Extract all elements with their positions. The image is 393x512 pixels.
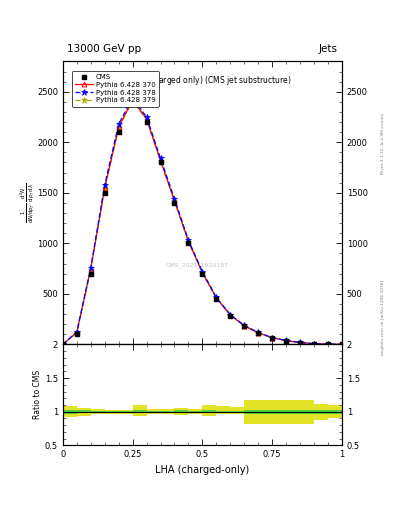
Pythia 6.428 379 <box>186 239 191 245</box>
Pythia 6.428 379 <box>284 337 288 344</box>
CMS <box>340 342 344 348</box>
Pythia 6.428 379 <box>298 339 303 346</box>
CMS <box>214 296 219 302</box>
Pythia 6.428 379 <box>61 342 65 348</box>
Pythia 6.428 379 <box>214 295 219 302</box>
Pythia 6.428 378 <box>242 323 247 329</box>
Pythia 6.428 378 <box>116 121 121 127</box>
CMS <box>75 331 79 337</box>
Pythia 6.428 378 <box>172 196 177 202</box>
Legend: CMS, Pythia 6.428 370, Pythia 6.428 378, Pythia 6.428 379: CMS, Pythia 6.428 370, Pythia 6.428 378,… <box>72 71 159 106</box>
Pythia 6.428 378 <box>102 182 107 188</box>
Pythia 6.428 378 <box>340 341 344 347</box>
Pythia 6.428 370 <box>312 340 316 347</box>
Pythia 6.428 370 <box>200 269 205 275</box>
Pythia 6.428 370 <box>144 116 149 122</box>
Pythia 6.428 378 <box>200 269 205 275</box>
Pythia 6.428 378 <box>130 95 135 101</box>
Pythia 6.428 370 <box>228 312 233 318</box>
CMS <box>200 270 205 276</box>
Pythia 6.428 378 <box>256 329 261 335</box>
Pythia 6.428 379 <box>158 158 163 164</box>
Pythia 6.428 370 <box>102 185 107 191</box>
Pythia 6.428 379 <box>116 125 121 131</box>
Pythia 6.428 378 <box>144 114 149 120</box>
Text: Rivet 3.1.10, ≥ 2.9M events: Rivet 3.1.10, ≥ 2.9M events <box>381 113 385 174</box>
Pythia 6.428 370 <box>326 341 331 347</box>
Pythia 6.428 379 <box>270 335 275 341</box>
Pythia 6.428 370 <box>270 335 275 341</box>
Pythia 6.428 370 <box>186 238 191 244</box>
CMS <box>228 313 233 319</box>
Pythia 6.428 378 <box>75 329 79 335</box>
Pythia 6.428 379 <box>102 186 107 192</box>
Pythia 6.428 378 <box>326 341 331 347</box>
Pythia 6.428 370 <box>158 157 163 163</box>
Pythia 6.428 378 <box>88 265 93 271</box>
Pythia 6.428 379 <box>75 330 79 336</box>
CMS <box>102 190 107 196</box>
Pythia 6.428 379 <box>200 270 205 276</box>
Pythia 6.428 379 <box>88 267 93 273</box>
Text: CMS_2021_1920187: CMS_2021_1920187 <box>165 262 228 268</box>
Pythia 6.428 378 <box>186 237 191 243</box>
Pythia 6.428 370 <box>340 342 344 348</box>
Pythia 6.428 370 <box>242 323 247 329</box>
CMS <box>284 338 288 344</box>
Pythia 6.428 370 <box>172 198 177 204</box>
Text: mcplots.cern.ch [arXiv:1306.3436]: mcplots.cern.ch [arXiv:1306.3436] <box>381 280 385 355</box>
Line: Pythia 6.428 370: Pythia 6.428 370 <box>61 97 344 347</box>
Pythia 6.428 378 <box>214 294 219 301</box>
CMS <box>158 159 163 165</box>
Y-axis label: Ratio to CMS: Ratio to CMS <box>33 370 42 419</box>
Pythia 6.428 379 <box>312 340 316 347</box>
Pythia 6.428 378 <box>312 340 316 347</box>
Pythia 6.428 370 <box>61 342 65 348</box>
Text: LHA $\lambda^1_{0.5}$ (charged only) (CMS jet substructure): LHA $\lambda^1_{0.5}$ (charged only) (CM… <box>113 73 292 88</box>
CMS <box>116 129 121 135</box>
Pythia 6.428 379 <box>130 98 135 104</box>
Pythia 6.428 370 <box>130 97 135 103</box>
Pythia 6.428 378 <box>61 342 65 348</box>
CMS <box>270 335 275 342</box>
Text: 13000 GeV pp: 13000 GeV pp <box>67 44 141 54</box>
Pythia 6.428 379 <box>228 312 233 318</box>
Pythia 6.428 378 <box>284 337 288 344</box>
CMS <box>88 270 93 276</box>
Pythia 6.428 379 <box>144 117 149 123</box>
Pythia 6.428 370 <box>88 266 93 272</box>
Y-axis label: $\frac{1}{\mathrm{d}N/\mathrm{d}p_T}\ \frac{\mathrm{d}^2 N}{\mathrm{d}p_T\,\math: $\frac{1}{\mathrm{d}N/\mathrm{d}p_T}\ \f… <box>18 183 36 223</box>
Pythia 6.428 378 <box>158 155 163 161</box>
Pythia 6.428 379 <box>340 342 344 348</box>
Line: CMS: CMS <box>61 99 344 347</box>
Pythia 6.428 379 <box>256 330 261 336</box>
Pythia 6.428 370 <box>284 337 288 344</box>
Pythia 6.428 370 <box>116 124 121 130</box>
Text: Jets: Jets <box>319 44 338 54</box>
Pythia 6.428 379 <box>326 341 331 347</box>
Pythia 6.428 370 <box>256 330 261 336</box>
CMS <box>256 330 261 336</box>
Pythia 6.428 370 <box>75 329 79 335</box>
X-axis label: LHA (charged-only): LHA (charged-only) <box>155 465 250 475</box>
Pythia 6.428 378 <box>228 311 233 317</box>
Line: Pythia 6.428 378: Pythia 6.428 378 <box>60 95 345 348</box>
Pythia 6.428 378 <box>298 339 303 346</box>
Pythia 6.428 370 <box>214 295 219 301</box>
CMS <box>144 119 149 125</box>
Pythia 6.428 379 <box>172 198 177 204</box>
Pythia 6.428 378 <box>270 334 275 340</box>
CMS <box>61 342 65 348</box>
CMS <box>172 200 177 206</box>
CMS <box>186 240 191 246</box>
CMS <box>130 99 135 105</box>
CMS <box>298 340 303 346</box>
Line: Pythia 6.428 379: Pythia 6.428 379 <box>60 98 345 348</box>
CMS <box>326 341 331 347</box>
Pythia 6.428 370 <box>298 339 303 346</box>
CMS <box>312 341 316 347</box>
Pythia 6.428 379 <box>242 323 247 329</box>
CMS <box>242 323 247 329</box>
